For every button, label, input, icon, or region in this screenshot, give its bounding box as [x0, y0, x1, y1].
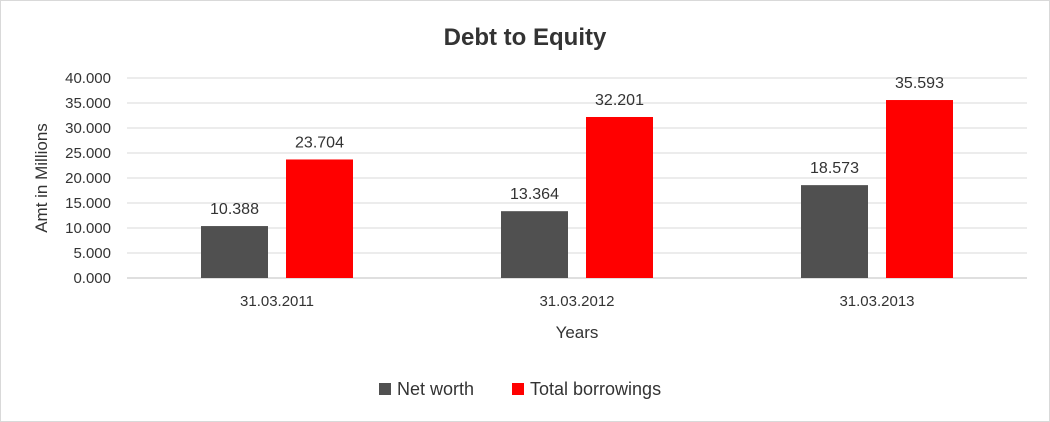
bar-total-borrowings — [886, 100, 953, 278]
data-label: 32.201 — [595, 92, 644, 109]
y-tick-label: 5.000 — [73, 245, 111, 262]
chart-title: Debt to Equity — [444, 24, 607, 51]
y-axis-ticks: 0.000 5.000 10.000 15.000 20.000 25.000 30.000… — [65, 70, 111, 287]
y-tick-label: 30.000 — [65, 120, 111, 137]
x-axis-title: Years — [556, 323, 599, 342]
bars — [201, 100, 953, 279]
data-labels: 10.388 23.704 13.364 32.201 18.573 35.593 — [210, 75, 944, 218]
legend-label: Total borrowings — [530, 379, 661, 399]
y-tick-label: 20.000 — [65, 170, 111, 187]
bar-net-worth — [801, 185, 868, 278]
y-axis-title: Amt in Millions — [32, 123, 51, 233]
legend-swatch — [379, 383, 391, 395]
bar-total-borrowings — [586, 116, 653, 279]
data-label: 23.704 — [295, 134, 344, 151]
x-tick-label: 31.03.2011 — [240, 293, 314, 310]
y-tick-label: 0.000 — [73, 270, 111, 287]
y-tick-label: 40.000 — [65, 70, 111, 87]
gridlines — [127, 77, 1027, 279]
y-tick-label: 35.000 — [65, 95, 111, 112]
data-label: 10.388 — [210, 201, 259, 218]
data-label: 35.593 — [895, 75, 944, 92]
data-label: 18.573 — [810, 160, 859, 177]
data-label: 13.364 — [510, 186, 559, 203]
legend: Net worth Total borrowings — [379, 379, 661, 399]
y-tick-label: 10.000 — [65, 220, 111, 237]
bar-net-worth — [201, 226, 268, 278]
y-tick-label: 25.000 — [65, 145, 111, 162]
y-tick-label: 15.000 — [65, 195, 111, 212]
legend-label: Net worth — [397, 379, 474, 399]
x-axis-ticks: 31.03.2011 31.03.2012 31.03.2013 — [240, 293, 915, 310]
bar-total-borrowings — [286, 159, 353, 278]
x-tick-label: 31.03.2013 — [839, 293, 914, 310]
x-tick-label: 31.03.2012 — [539, 293, 614, 310]
legend-swatch — [512, 383, 524, 395]
bar-net-worth — [501, 211, 568, 278]
